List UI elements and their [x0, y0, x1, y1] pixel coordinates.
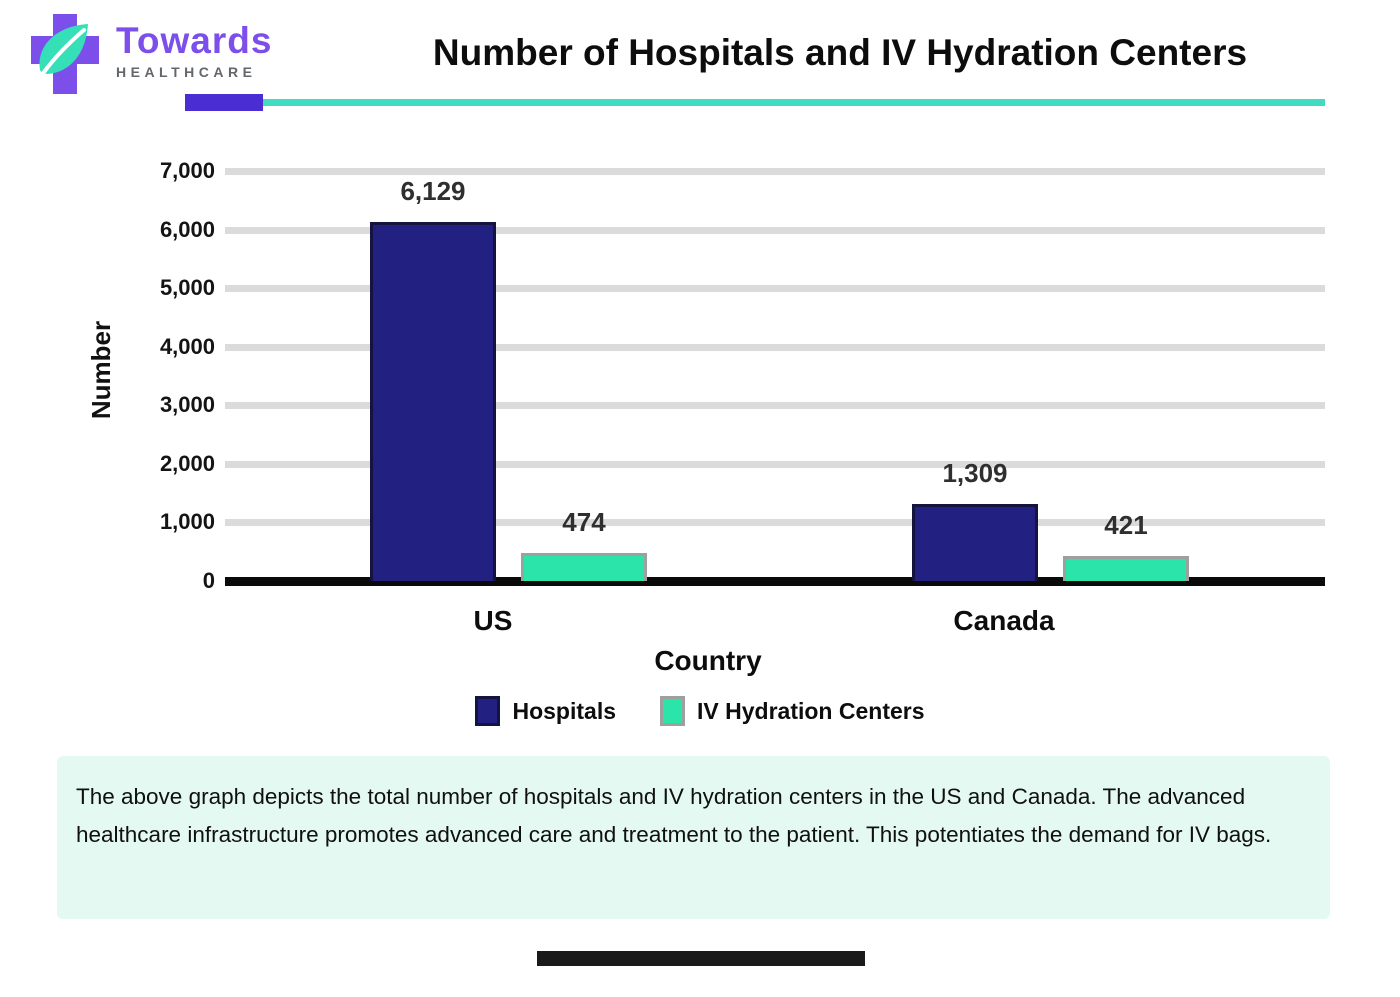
gridline	[225, 285, 1325, 293]
page-title: Number of Hospitals and IV Hydration Cen…	[432, 32, 1248, 73]
x-category-label-us: US	[473, 605, 513, 636]
y-tick-label: 6,000	[159, 216, 215, 242]
legend-label: Hospitals	[512, 697, 617, 724]
y-axis-title: Number	[86, 320, 116, 420]
bar-value-label-iv-hydration-centers-canada: 421	[1104, 510, 1148, 541]
x-category-label-canada: Canada	[953, 605, 1055, 636]
y-tick-label: 0	[202, 568, 215, 593]
y-tick-label: 1,000	[159, 509, 215, 535]
gridline	[225, 519, 1325, 527]
bar-iv-hydration-centers-us	[521, 553, 647, 581]
bar-hospitals-canada	[912, 504, 1038, 581]
y-tick-label: 3,000	[159, 392, 215, 418]
bar-iv-hydration-centers-canada	[1063, 556, 1189, 581]
gridline	[225, 168, 1325, 175]
x-axis-title: Country	[654, 645, 762, 676]
description-box: The above graph depicts the total number…	[57, 756, 1330, 919]
gridline	[225, 226, 1325, 234]
description-text: The above graph depicts the total number…	[76, 784, 1272, 847]
legend-swatch-icon	[475, 696, 501, 726]
y-tick-label: 2,000	[159, 450, 215, 476]
brand-name: Towards	[116, 20, 273, 61]
plot-area: 0 1,000 2,000 3,000 4,000 5,000 6,000 7,000 6,12…	[160, 158, 1325, 636]
source-bar	[537, 951, 865, 966]
accent-bar-indigo	[185, 94, 263, 111]
legend-swatch-icon	[660, 696, 686, 726]
legend-item-hospitals: Hospitals	[475, 696, 616, 726]
legend-label: IV Hydration Centers	[697, 697, 925, 724]
bar-value-label-hospitals-us: 6,129	[400, 176, 466, 207]
y-tick-label: 7,000	[159, 158, 215, 183]
legend-item-iv-hydration-centers: IV Hydration Centers	[660, 696, 925, 726]
towards-healthcare-logo: Towards HEALTHCARE	[26, 8, 272, 100]
legend: Hospitals IV Hydration Centers	[0, 696, 1400, 726]
x-axis-line	[225, 577, 1325, 586]
bar-value-label-iv-hydration-centers-us: 474	[562, 507, 606, 538]
gridline	[225, 460, 1325, 468]
gridline	[225, 343, 1325, 351]
brand-subtitle: HEALTHCARE	[116, 64, 257, 80]
logo-text: Towards HEALTHCARE	[116, 22, 272, 80]
medical-cross-leaf-icon	[31, 14, 99, 94]
bar-value-label-hospitals-canada: 1,309	[942, 458, 1008, 489]
y-tick-label: 4,000	[159, 333, 215, 359]
y-tick-label: 5,000	[159, 275, 215, 301]
accent-bar-teal	[263, 99, 1325, 106]
gridline	[225, 402, 1325, 410]
bar-hospitals-us	[370, 222, 496, 581]
